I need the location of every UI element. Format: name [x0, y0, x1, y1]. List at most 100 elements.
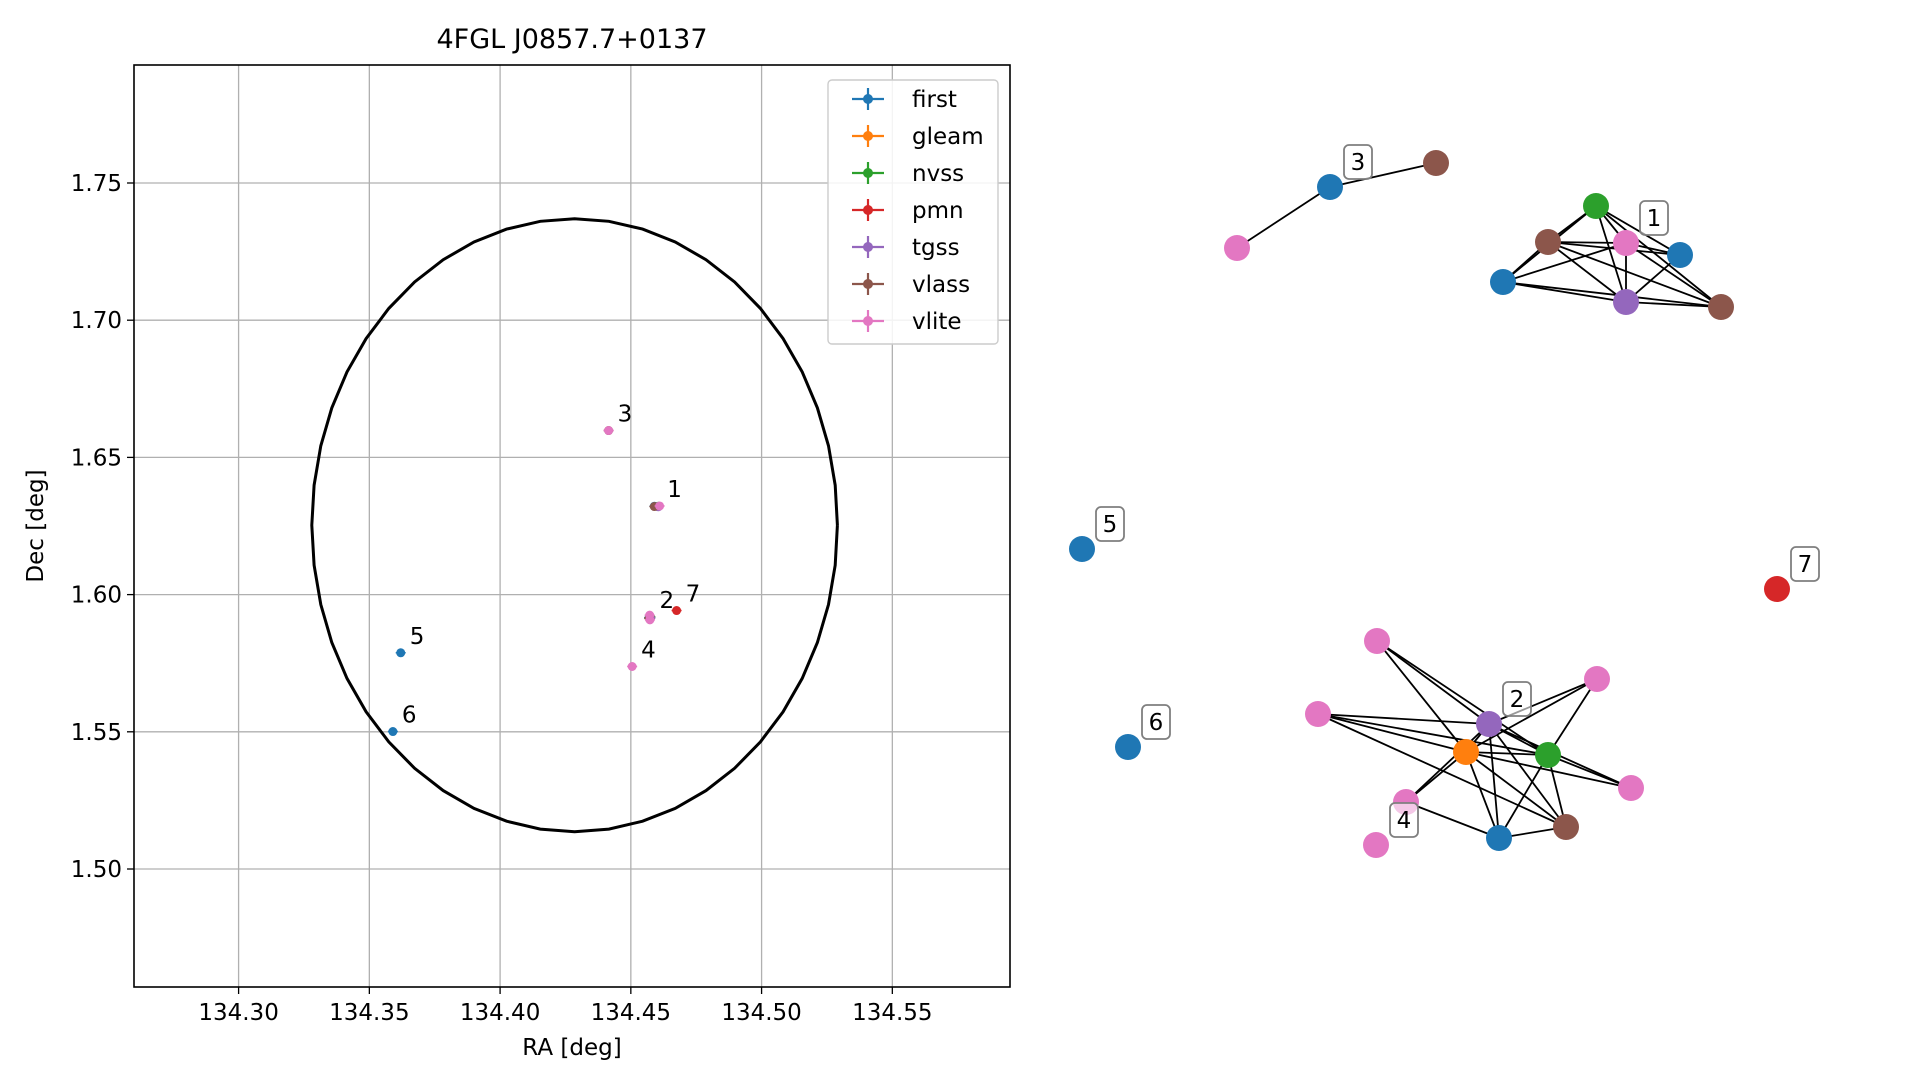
network-node-vlite: [1584, 666, 1610, 692]
point-vlite: [644, 615, 655, 625]
axes-frame: [133, 64, 1011, 988]
network-edge: [1405, 801, 1500, 839]
cluster-label-2: 2: [1502, 681, 1532, 717]
cluster-label-6: 6: [1141, 704, 1171, 740]
legend-item-gleam: gleam: [852, 124, 984, 150]
cluster-label-box: [1343, 144, 1373, 180]
network-edge: [1465, 751, 1549, 756]
network-node-vlite: [1305, 701, 1331, 727]
point-annotation-3: 3: [618, 402, 633, 428]
legend-item-tgss: tgss: [852, 235, 960, 261]
y-tick-label: 1.55: [71, 720, 122, 746]
position-ellipse-layer: [310, 217, 839, 834]
network-node-pmn: [1764, 576, 1790, 602]
cluster-label-text: 6: [1149, 710, 1164, 736]
x-axis-label: RA [deg]: [522, 1035, 621, 1061]
point-first: [387, 727, 398, 737]
legend-item-first: first: [852, 87, 957, 113]
network-edge: [1329, 162, 1437, 188]
cluster-label-4: 4: [1389, 802, 1419, 838]
network-edge: [1376, 640, 1549, 756]
cluster-label-3: 3: [1343, 144, 1373, 180]
network-edge: [1488, 723, 1500, 839]
legend-label: vlass: [912, 272, 970, 298]
y-ticks: 1.50 1.55 1.60 1.65 1.70 1.75: [71, 171, 134, 883]
point-vlite: [627, 661, 638, 671]
network-edge: [1498, 754, 1549, 839]
network-node-vlite: [1613, 230, 1639, 256]
legend-item-pmn: pmn: [852, 198, 964, 224]
network-edge: [1236, 186, 1331, 249]
network-edge: [1502, 281, 1722, 308]
cluster-labels-layer: 1 2 3 4 5 6 7: [1095, 144, 1820, 838]
network-edge: [1405, 751, 1467, 803]
x-tick-label: 134.40: [460, 1000, 540, 1026]
network-edge: [1465, 678, 1598, 753]
x-tick-label: 134.45: [591, 1000, 671, 1026]
network-node-vlass: [1423, 150, 1449, 176]
network-edge: [1625, 242, 1722, 308]
legend-swatch-dot: [863, 316, 873, 326]
cluster-label-1: 1: [1639, 200, 1669, 236]
legend-item-vlite: vlite: [852, 309, 962, 335]
network-node-vlite: [1364, 628, 1390, 654]
network-node-vlass: [1553, 814, 1579, 840]
legend: first gleam nvss pmn tgss vlass vlite: [827, 79, 999, 345]
cluster-label-text: 1: [1647, 206, 1662, 232]
cluster-label-7: 7: [1790, 546, 1820, 582]
point-annotation-6: 6: [402, 703, 417, 729]
cluster-label-box: [1502, 681, 1532, 717]
network-node-first: [1490, 269, 1516, 295]
legend-items: first gleam nvss pmn tgss vlass vlite: [852, 87, 984, 335]
network-edge: [1547, 678, 1598, 756]
point-annotation-1: 1: [667, 477, 682, 503]
legend-swatch-dot: [863, 242, 873, 252]
network-edge: [1317, 713, 1467, 753]
network-edge: [1317, 713, 1490, 725]
network-node-nvss: [1535, 742, 1561, 768]
cluster-label-box: [1141, 704, 1171, 740]
point-annotation-4: 4: [641, 637, 656, 663]
legend-swatch-dot: [863, 168, 873, 178]
network-edge: [1465, 751, 1500, 839]
cluster-label-5: 5: [1095, 506, 1125, 542]
annotation-layer: 1 2 3 4 5 6 7: [402, 402, 700, 729]
network-edge: [1317, 713, 1549, 756]
legend-swatch-dot: [863, 205, 873, 215]
edges-layer: [1236, 162, 1722, 839]
point-vlite: [654, 501, 665, 511]
cluster-label-box: [1790, 546, 1820, 582]
legend-label: gleam: [912, 124, 984, 150]
cluster-label-text: 7: [1798, 552, 1813, 578]
y-axis-label: Dec [deg]: [23, 469, 49, 582]
cluster-label-text: 4: [1397, 808, 1412, 834]
x-ticks: 134.30 134.35 134.40 134.45 134.50 134.55: [198, 987, 933, 1026]
network-edge: [1405, 723, 1490, 803]
network-edge: [1547, 241, 1627, 303]
network-node-first: [1317, 174, 1343, 200]
cluster-label-box: [1639, 200, 1669, 236]
y-tick-label: 1.65: [71, 445, 122, 471]
x-tick-label: 134.50: [721, 1000, 801, 1026]
y-tick-label: 1.60: [71, 583, 122, 609]
network-edge: [1547, 241, 1681, 256]
legend-label: tgss: [912, 235, 960, 261]
network-node-tgss: [1613, 289, 1639, 315]
network-panel: 1 2 3 4 5 6 7: [1069, 144, 1820, 858]
network-edge: [1502, 281, 1627, 303]
point-first: [395, 648, 406, 658]
point-annotation-7: 7: [686, 582, 701, 608]
legend-swatch-dot: [863, 131, 873, 141]
legend-label: vlite: [912, 309, 962, 335]
network-edge: [1465, 751, 1632, 789]
network-node-vlass: [1535, 229, 1561, 255]
point-pmn: [671, 606, 682, 616]
network-node-first: [1486, 825, 1512, 851]
network-edge: [1547, 754, 1632, 789]
x-tick-label: 134.30: [198, 1000, 278, 1026]
legend-item-vlass: vlass: [852, 272, 970, 298]
point-vlite: [603, 426, 614, 436]
legend-label: first: [912, 87, 957, 113]
network-edge: [1465, 751, 1567, 828]
